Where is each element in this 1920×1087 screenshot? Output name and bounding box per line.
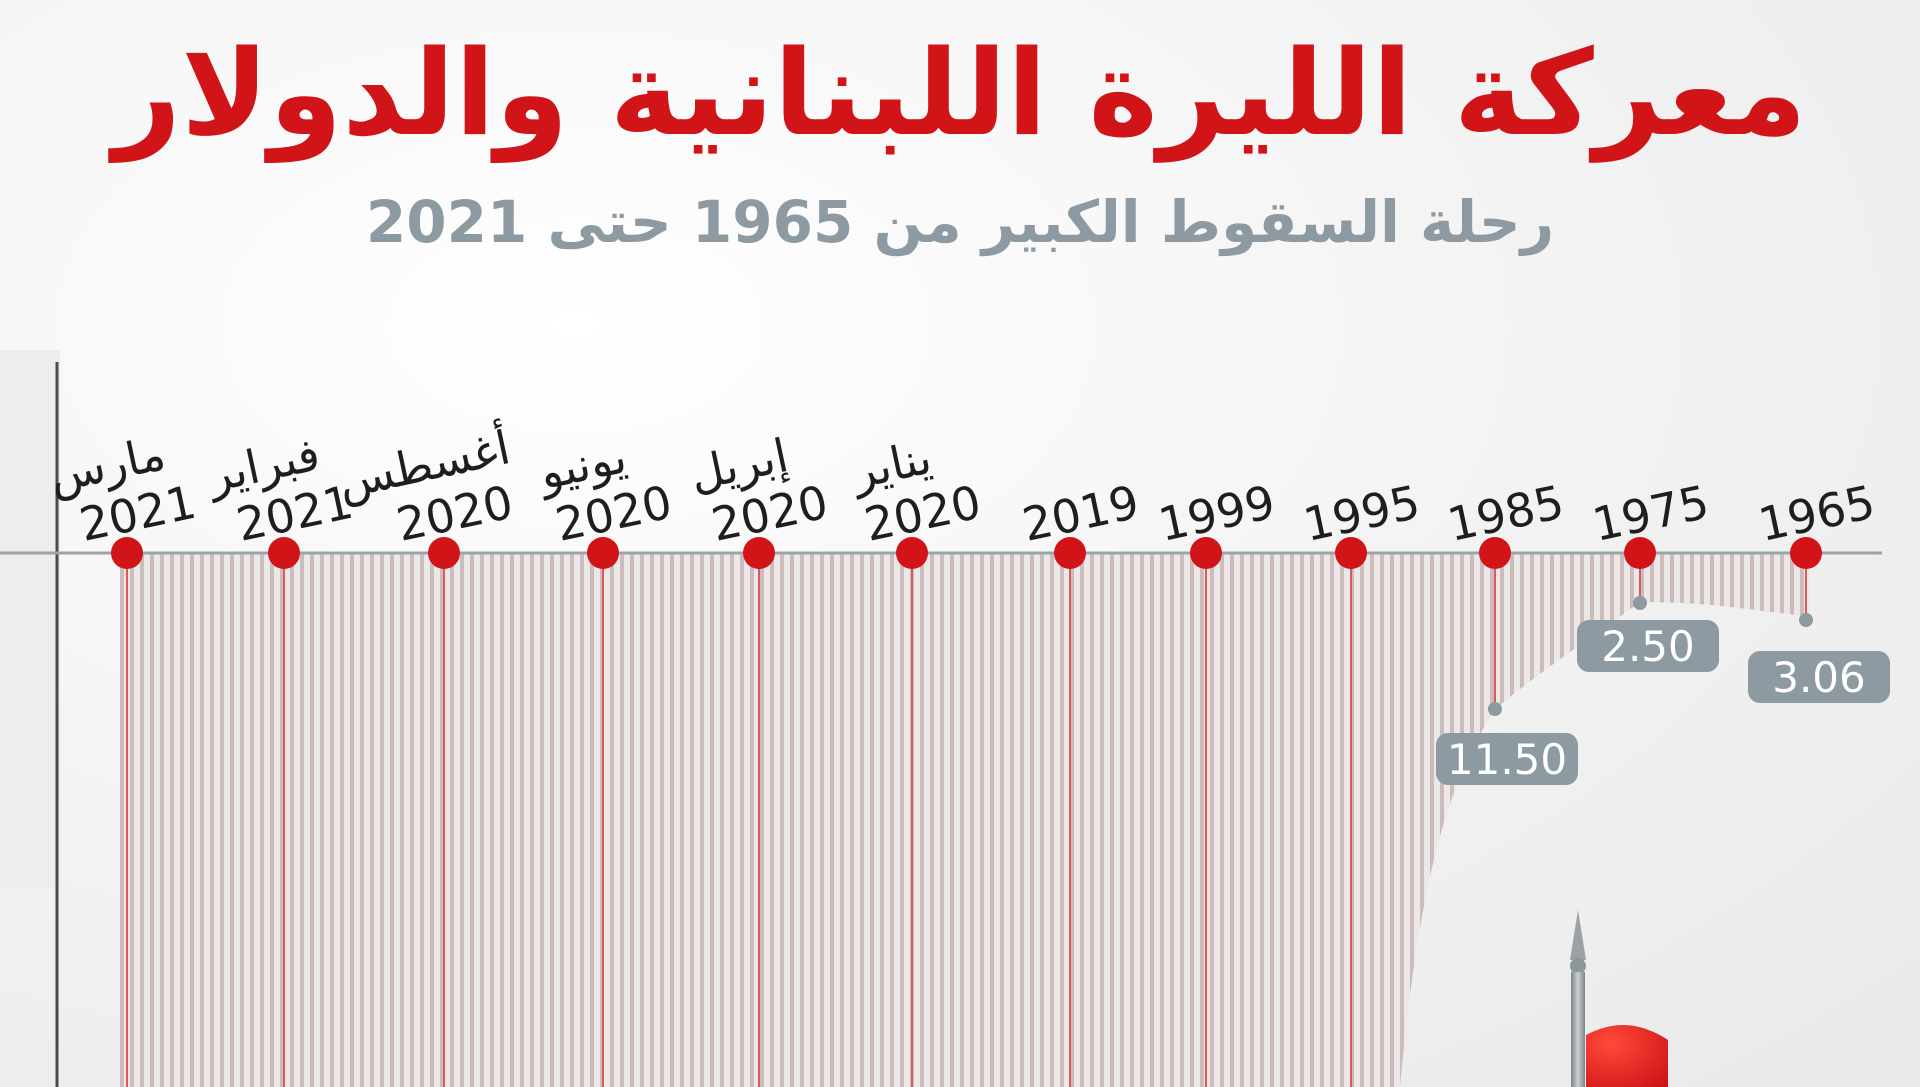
- value-box: [1577, 620, 1719, 672]
- value-marker: [1488, 702, 1502, 716]
- tick-label-group: 1985: [1443, 475, 1569, 552]
- tick-label-year: 1985: [1443, 475, 1569, 552]
- faded-background-shape: [0, 350, 60, 887]
- timeline-dot-2019: [1054, 537, 1086, 569]
- value-labels: 3.06 2.50 11.50: [1436, 596, 1890, 785]
- value-label: 2.50: [1601, 622, 1695, 671]
- lebanese-flag-image: [1570, 910, 1668, 1087]
- value-marker: [1633, 596, 1647, 610]
- area-fill: [120, 553, 1810, 1087]
- timeline-points: [111, 537, 1822, 569]
- page-subtitle: رحلة السقوط الكبير من 1965 حتى 2021: [365, 188, 1555, 256]
- timeline-dot-2021-10: [268, 537, 300, 569]
- page-title: معركة الليرة اللبنانية والدولار: [113, 24, 1807, 162]
- tick-label-year: 2019: [1018, 475, 1144, 552]
- tick-label-year: 1975: [1588, 475, 1714, 552]
- flagpole-knob: [1570, 958, 1586, 974]
- value-box: [1436, 733, 1578, 785]
- value-label: 3.06: [1772, 653, 1866, 702]
- timeline-dot-2020-6: [896, 537, 928, 569]
- tick-label-group: 1965: [1754, 475, 1880, 552]
- tick-label-year: 1965: [1754, 475, 1880, 552]
- value-box: [1748, 651, 1890, 703]
- timeline-dot-1985: [1479, 537, 1511, 569]
- timeline-dot-2020-7: [743, 537, 775, 569]
- decorative-layer: [0, 350, 60, 887]
- timeline-dot-2020-8: [587, 537, 619, 569]
- tick-label-year: 1995: [1299, 475, 1425, 552]
- timeline-dot-2021-11: [111, 537, 143, 569]
- flagpole-tip: [1570, 910, 1586, 960]
- timeline-dot-1975: [1624, 537, 1656, 569]
- timeline-dot-1965: [1790, 537, 1822, 569]
- tick-label-group: 1975: [1588, 475, 1714, 552]
- value-marker: [1799, 613, 1813, 627]
- tick-label-year: 1999: [1154, 475, 1280, 552]
- timeline-dot-2020-9: [428, 537, 460, 569]
- tick-label-group: 2019: [1018, 475, 1144, 552]
- flag-cloth: [1586, 1024, 1668, 1087]
- tick-label-group: 1999: [1154, 475, 1280, 552]
- tick-label-group: 1995: [1299, 475, 1425, 552]
- value-label: 11.50: [1447, 735, 1567, 784]
- timeline-dot-1999: [1190, 537, 1222, 569]
- timeline-dot-1995: [1335, 537, 1367, 569]
- flagpole: [1571, 972, 1585, 1087]
- vertical-lines: [126, 553, 1807, 1087]
